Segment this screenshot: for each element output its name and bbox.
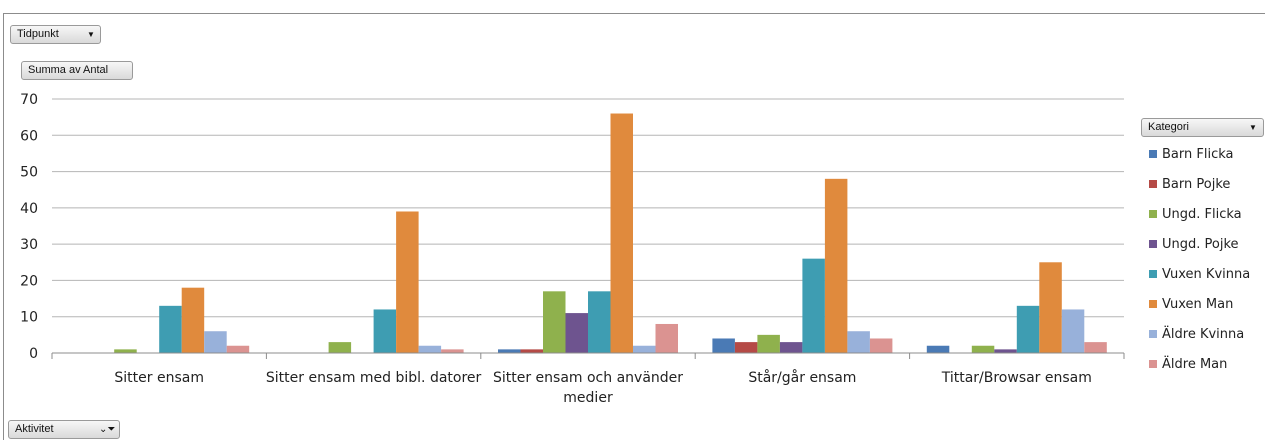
aktivitet-filter-label: Aktivitet bbox=[15, 423, 54, 435]
x-tick-label: Sitter ensam med bibl. datorer bbox=[266, 370, 482, 386]
legend-swatch bbox=[1149, 240, 1157, 248]
x-tick-label: Står/går ensam bbox=[748, 369, 856, 386]
bar bbox=[712, 338, 735, 353]
y-tick-label: 70 bbox=[20, 92, 38, 108]
legend-item[interactable]: Vuxen Kvinna bbox=[1149, 264, 1250, 284]
y-tick-label: 20 bbox=[20, 273, 38, 289]
y-axis-tick-labels: 0 10 20 30 40 50 60 70 bbox=[20, 92, 38, 362]
legend-item[interactable]: Ungd. Pojke bbox=[1149, 234, 1239, 254]
bar bbox=[824, 178, 848, 353]
bar bbox=[441, 349, 464, 353]
legend-item[interactable]: Ungd. Flicka bbox=[1149, 204, 1242, 224]
legend-label: Ungd. Pojke bbox=[1162, 236, 1239, 252]
bar bbox=[226, 345, 250, 353]
bar bbox=[847, 331, 870, 353]
bar bbox=[565, 313, 588, 353]
bar bbox=[328, 342, 352, 353]
legend-item[interactable]: Barn Pojke bbox=[1149, 174, 1230, 194]
aktivitet-filter-button[interactable]: Aktivitet ⌄⏷ bbox=[8, 420, 120, 439]
bar bbox=[543, 291, 566, 353]
tidpunkt-filter-button[interactable]: Tidpunkt ▼ bbox=[10, 25, 101, 44]
bar bbox=[159, 305, 182, 353]
y-tick-label: 0 bbox=[29, 346, 38, 362]
tidpunkt-filter-label: Tidpunkt bbox=[17, 28, 59, 40]
bar bbox=[498, 349, 521, 353]
bar bbox=[610, 113, 633, 353]
bar bbox=[396, 211, 419, 353]
legend-label: Äldre Kvinna bbox=[1162, 326, 1245, 342]
chevron-down-icon: ▼ bbox=[1249, 123, 1257, 132]
bar bbox=[1016, 305, 1040, 353]
bar bbox=[520, 349, 543, 353]
legend-swatch bbox=[1149, 360, 1157, 368]
legend-swatch bbox=[1149, 210, 1157, 218]
values-field-button[interactable]: Summa av Antal bbox=[21, 61, 133, 80]
y-tick-label: 50 bbox=[20, 165, 38, 181]
legend-swatch bbox=[1149, 150, 1157, 158]
legend-item[interactable]: Vuxen Man bbox=[1149, 294, 1233, 314]
chart-frame bbox=[3, 13, 1265, 440]
bar bbox=[802, 258, 825, 353]
chevron-down-icon: ▼ bbox=[87, 30, 95, 39]
values-field-label: Summa av Antal bbox=[28, 64, 109, 76]
y-tick-label: 30 bbox=[20, 237, 38, 253]
y-tick-label: 10 bbox=[20, 310, 38, 326]
bar bbox=[373, 309, 397, 353]
legend-label: Ungd. Flicka bbox=[1162, 206, 1242, 222]
bar bbox=[994, 349, 1017, 353]
bar bbox=[633, 345, 656, 353]
bar bbox=[588, 291, 611, 353]
bar bbox=[971, 345, 995, 353]
kategori-filter-button[interactable]: Kategori ▼ bbox=[1141, 118, 1264, 137]
legend-label: Vuxen Kvinna bbox=[1162, 266, 1251, 282]
legend-item[interactable]: Äldre Man bbox=[1149, 354, 1227, 374]
x-axis-tick-labels: Sitter ensam Sitter ensam med bibl. dator… bbox=[114, 369, 1091, 406]
bar bbox=[1039, 262, 1062, 353]
legend-swatch bbox=[1149, 180, 1157, 188]
bar bbox=[418, 345, 442, 353]
x-axis bbox=[51, 352, 1125, 359]
legend-label: Vuxen Man bbox=[1162, 296, 1234, 312]
bar bbox=[655, 323, 678, 353]
bars bbox=[114, 113, 1107, 353]
bar bbox=[114, 349, 137, 353]
legend-swatch bbox=[1149, 330, 1157, 338]
bar bbox=[734, 342, 758, 353]
legend-label: Barn Pojke bbox=[1162, 176, 1231, 192]
legend-label: Barn Flicka bbox=[1162, 146, 1234, 162]
bar bbox=[869, 338, 893, 353]
legend-item[interactable]: Äldre Kvinna bbox=[1149, 324, 1244, 344]
y-tick-label: 40 bbox=[20, 201, 38, 217]
legend-swatch bbox=[1149, 270, 1157, 278]
legend-label: Äldre Man bbox=[1162, 356, 1228, 372]
filter-funnel-icon: ⌄⏷ bbox=[99, 424, 116, 435]
x-tick-label: Sitter ensam bbox=[114, 370, 204, 386]
bar bbox=[926, 345, 950, 353]
bar bbox=[181, 287, 205, 353]
kategori-filter-label: Kategori bbox=[1148, 121, 1189, 133]
y-tick-label: 60 bbox=[20, 128, 38, 144]
bar bbox=[757, 334, 780, 353]
x-tick-label: Tittar/Browsar ensam bbox=[941, 370, 1092, 386]
bar bbox=[1084, 342, 1107, 353]
bar bbox=[779, 342, 803, 353]
legend-swatch bbox=[1149, 300, 1157, 308]
bar bbox=[204, 331, 227, 353]
bar bbox=[1061, 309, 1085, 353]
legend-item[interactable]: Barn Flicka bbox=[1149, 144, 1234, 164]
x-tick-label: Sitter ensam och använder medier bbox=[493, 370, 683, 406]
gridlines bbox=[52, 98, 1124, 318]
